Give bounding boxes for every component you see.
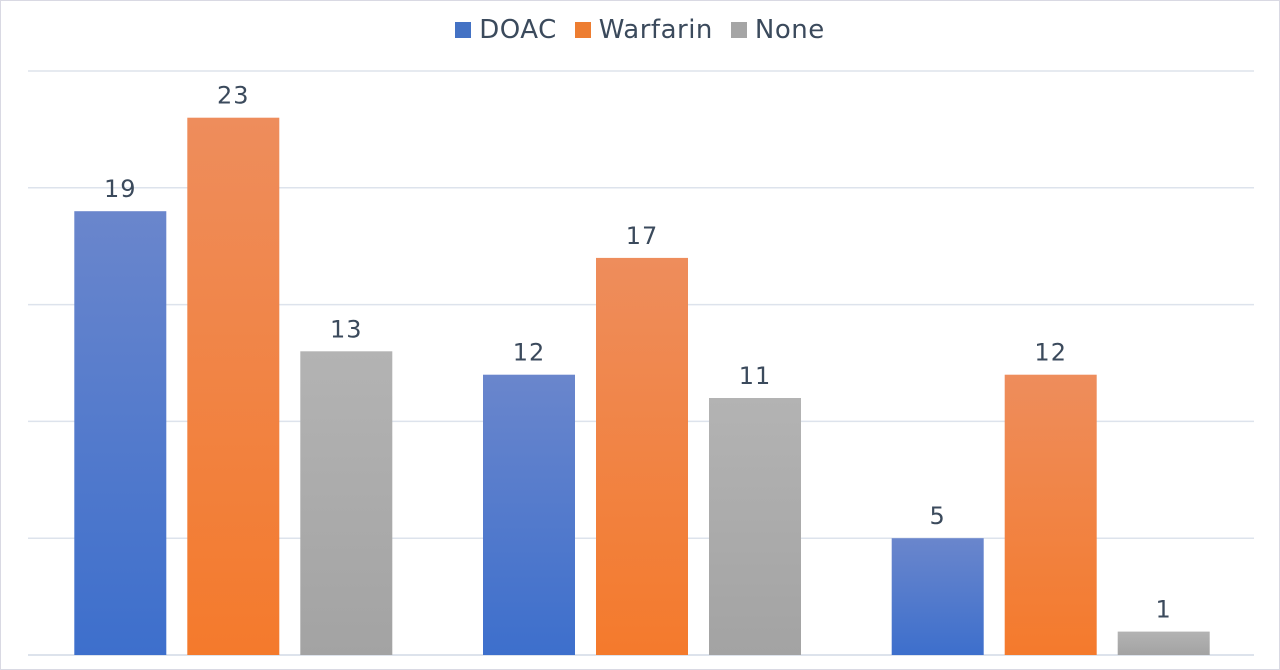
data-label-warfarin-3: 12 (1034, 339, 1067, 367)
bar-warfarin-2 (596, 257, 688, 655)
data-label-none-1: 13 (330, 315, 363, 343)
legend-item-none: None (730, 15, 825, 45)
legend-swatch-warfarin (574, 22, 591, 38)
legend: DOAC Warfarin None (1, 15, 1279, 45)
bar-doac-1 (74, 211, 167, 655)
bars (74, 117, 1210, 655)
legend-label-doac: DOAC (479, 15, 557, 45)
data-label-none-2: 11 (739, 362, 772, 390)
data-label-warfarin-1: 23 (217, 82, 250, 110)
data-label-none-3: 1 (1156, 596, 1172, 624)
bar-none-1 (300, 351, 393, 655)
bar-none-3 (1117, 631, 1210, 655)
bar-warfarin-3 (1004, 374, 1097, 655)
legend-label-warfarin: Warfarin (598, 15, 713, 45)
data-label-doac-2: 12 (513, 339, 546, 367)
data-label-warfarin-2: 17 (626, 222, 659, 250)
data-labels: 19 23 13 12 17 11 5 12 1 (104, 82, 1172, 624)
bar-doac-2 (483, 374, 575, 655)
bar-doac-3 (891, 538, 984, 655)
legend-item-doac: DOAC (455, 15, 557, 45)
bar-none-2 (709, 398, 801, 655)
legend-item-warfarin: Warfarin (574, 15, 713, 45)
legend-label-none: None (754, 15, 825, 45)
data-label-doac-3: 5 (930, 502, 946, 530)
bar-warfarin-1 (187, 117, 280, 655)
legend-swatch-none (730, 22, 747, 38)
data-label-doac-1: 19 (104, 175, 137, 203)
legend-swatch-doac (455, 22, 472, 38)
